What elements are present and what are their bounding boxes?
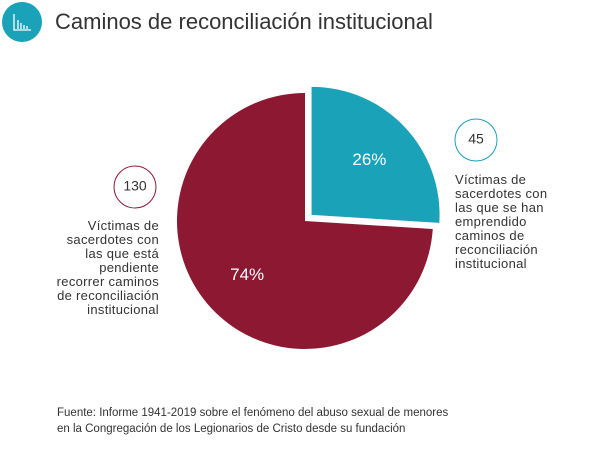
source: en la Congregación de los Legionarios de… [57,423,405,435]
slice-label: 74% [230,265,264,284]
pie-slice [177,93,433,349]
chart-title: Caminos de reconciliación institucional [55,9,433,34]
pie-slice [311,86,440,223]
count-label: 45 [468,131,484,147]
source: Fuente: Informe 1941-2019 sobre el fenóm… [57,407,449,419]
count-label: 130 [123,178,147,194]
count-badge [113,165,157,209]
category-label: Víctimas de sacerdotes con las que se ha… [455,172,548,271]
count-badge [454,118,498,162]
icon-glyph [13,14,31,31]
icon [2,2,42,42]
category-label: Víctimas de sacerdotes con las que está … [56,218,159,317]
slice-label: 26% [352,150,386,169]
